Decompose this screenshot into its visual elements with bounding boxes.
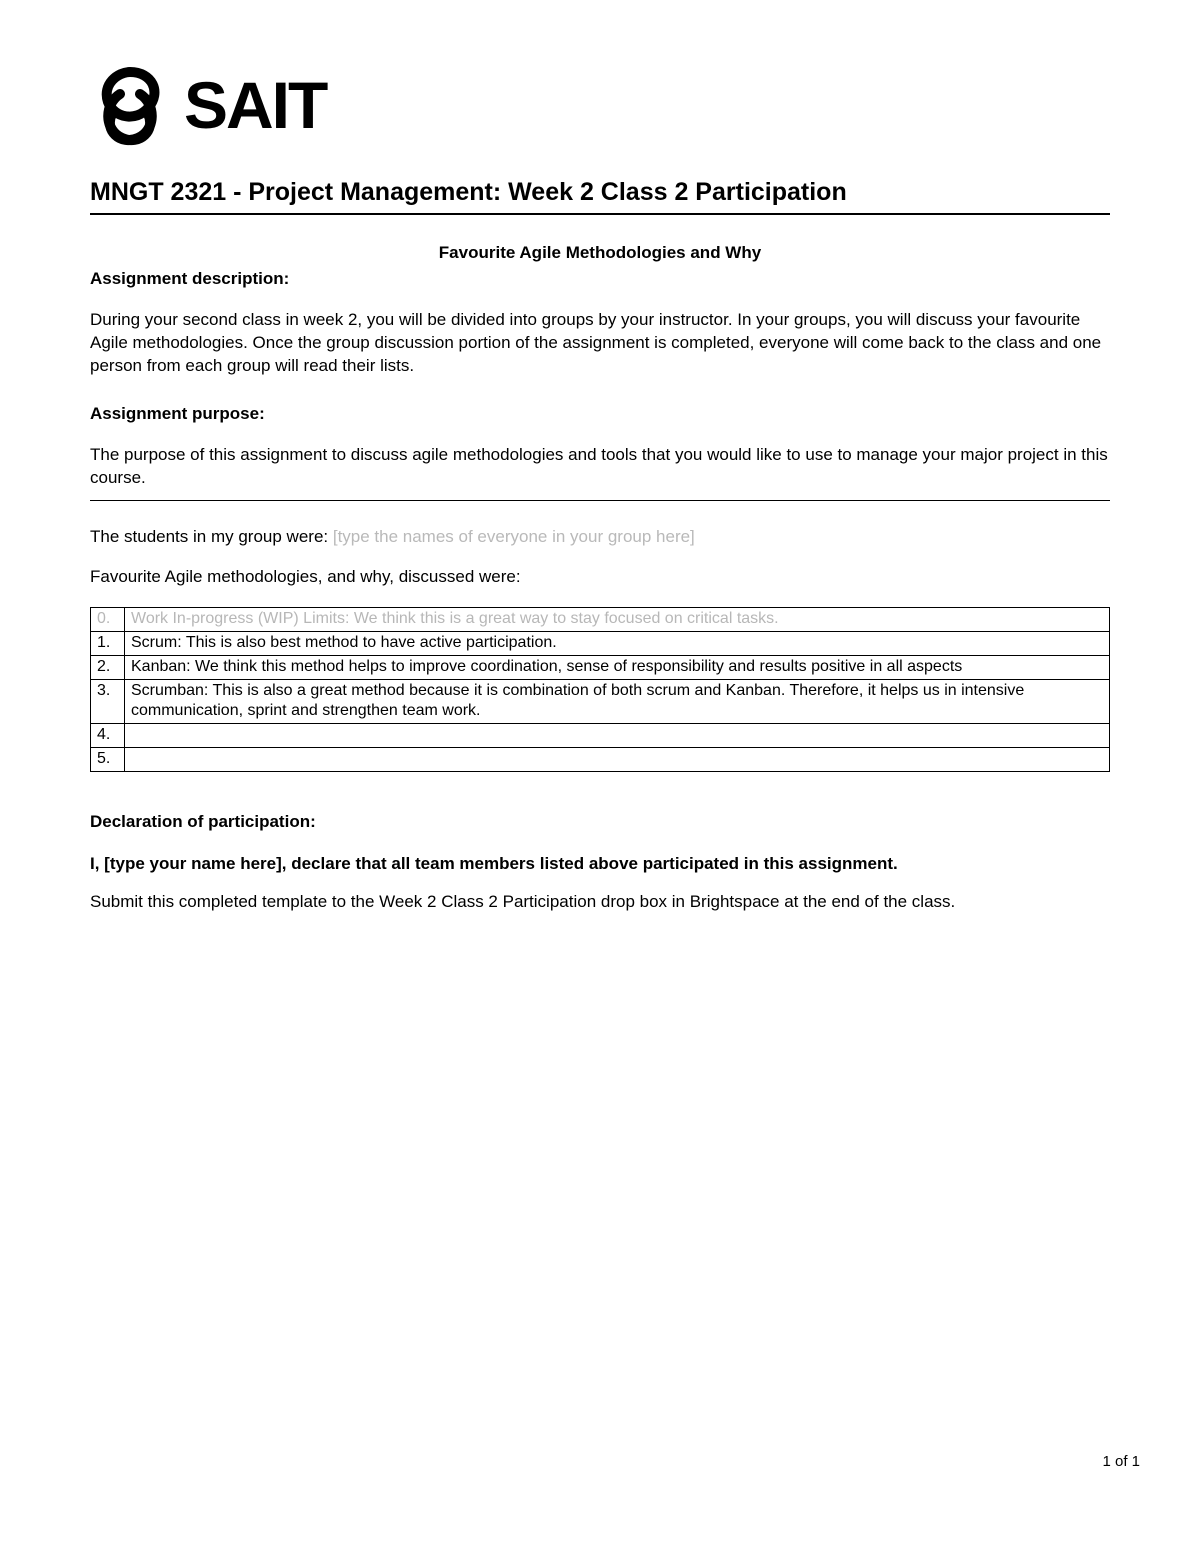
group-line: The students in my group were: [type the… [90, 527, 1110, 547]
page-title: MNGT 2321 - Project Management: Week 2 C… [90, 178, 1110, 215]
methods-table: 0.Work In-progress (WIP) Limits: We thin… [90, 607, 1110, 772]
fav-line: Favourite Agile methodologies, and why, … [90, 567, 1110, 587]
table-row: 1.Scrum: This is also best method to hav… [91, 631, 1110, 655]
logo-block: SAIT [90, 60, 1110, 150]
row-text: Scrum: This is also best method to have … [125, 631, 1110, 655]
row-text: Scrumban: This is also a great method be… [125, 679, 1110, 723]
table-row: 5. [91, 747, 1110, 771]
row-text [125, 747, 1110, 771]
row-number: 5. [91, 747, 125, 771]
description-label: Assignment description: [90, 269, 1110, 289]
purpose-body: The purpose of this assignment to discus… [90, 444, 1110, 490]
row-number: 1. [91, 631, 125, 655]
row-text: Kanban: We think this method helps to im… [125, 655, 1110, 679]
row-number: 0. [91, 607, 125, 631]
logo-text: SAIT [184, 67, 326, 143]
divider [90, 500, 1110, 501]
row-text [125, 723, 1110, 747]
table-row: 0.Work In-progress (WIP) Limits: We thin… [91, 607, 1110, 631]
knot-icon [90, 60, 170, 150]
row-number: 3. [91, 679, 125, 723]
group-line-placeholder: [type the names of everyone in your grou… [333, 527, 695, 546]
table-row: 2.Kanban: We think this method helps to … [91, 655, 1110, 679]
row-number: 4. [91, 723, 125, 747]
document-page: SAIT MNGT 2321 - Project Management: Wee… [0, 0, 1200, 1500]
subtitle: Favourite Agile Methodologies and Why [90, 243, 1110, 263]
purpose-label: Assignment purpose: [90, 404, 1110, 424]
declaration-label: Declaration of participation: [90, 812, 1110, 832]
description-body: During your second class in week 2, you … [90, 309, 1110, 378]
declaration-body: I, [type your name here], declare that a… [90, 854, 1110, 874]
row-text: Work In-progress (WIP) Limits: We think … [125, 607, 1110, 631]
submit-line: Submit this completed template to the We… [90, 892, 1110, 912]
group-line-prefix: The students in my group were: [90, 527, 333, 546]
table-row: 3.Scrumban: This is also a great method … [91, 679, 1110, 723]
row-number: 2. [91, 655, 125, 679]
table-row: 4. [91, 723, 1110, 747]
page-footer: 1 of 1 [1102, 1453, 1140, 1470]
